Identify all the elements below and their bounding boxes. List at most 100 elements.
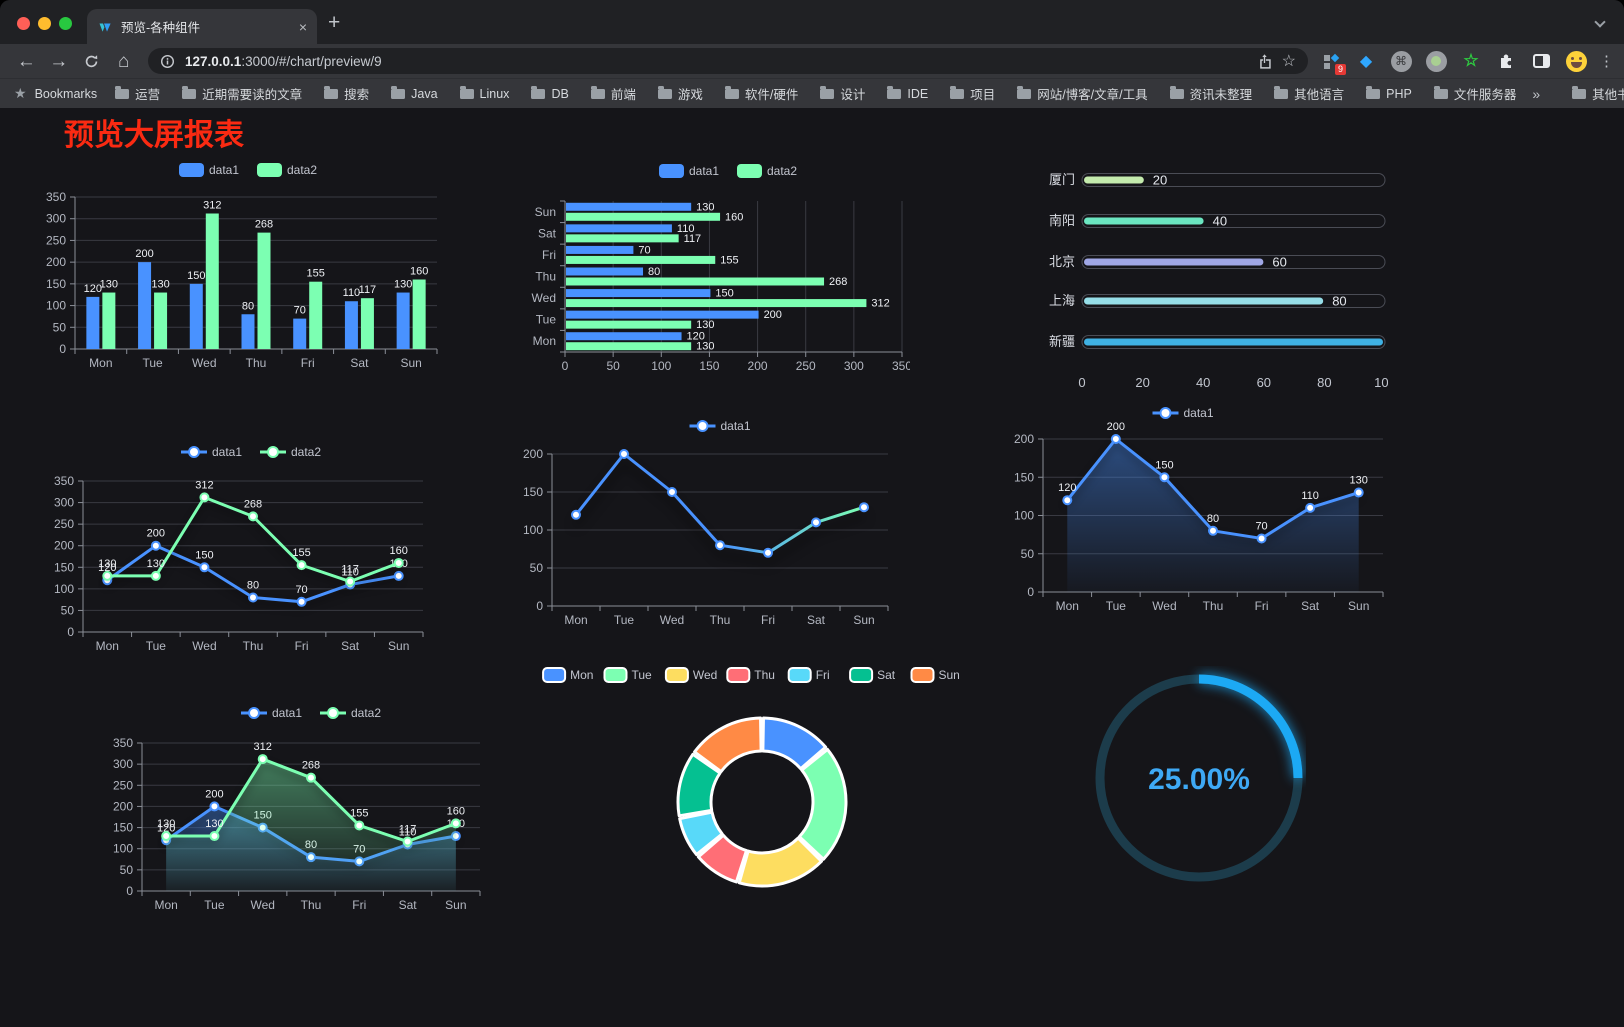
folder-icon: [657, 85, 672, 99]
pie-slice-Sat[interactable]: [676, 752, 722, 818]
pie-slice-Mon[interactable]: [761, 716, 828, 771]
bookmark-item[interactable]: 运营: [115, 84, 160, 103]
back-button[interactable]: ←: [16, 50, 36, 72]
reload-button[interactable]: [75, 52, 108, 71]
legend-item-Fri[interactable]: Fri: [787, 667, 830, 683]
svg-text:40: 40: [1213, 214, 1227, 229]
bookmark-star-icon[interactable]: ☆: [1281, 53, 1296, 70]
extension-dot-circle-icon[interactable]: [1425, 50, 1447, 72]
bookmark-item[interactable]: 游戏: [657, 84, 703, 103]
bookmark-item[interactable]: 近期需要读的文章: [182, 84, 302, 103]
svg-text:data1: data1: [212, 445, 242, 459]
extension-gem-icon[interactable]: ◆: [1359, 53, 1373, 70]
svg-text:155: 155: [292, 547, 310, 559]
svg-text:Sun: Sun: [939, 668, 960, 682]
bookmark-item[interactable]: DB: [531, 85, 569, 101]
legend-item-data2[interactable]: data2: [737, 164, 797, 178]
window-minimize-button[interactable]: [38, 17, 51, 30]
folder-icon: [459, 85, 474, 99]
bookmark-item[interactable]: 搜索: [324, 84, 369, 103]
puzzle-icon: [1501, 54, 1511, 68]
bookmark-item[interactable]: Java: [391, 85, 438, 101]
bookmark-item[interactable]: 软件/硬件: [724, 84, 798, 103]
svg-text:80: 80: [247, 579, 259, 591]
url-bar[interactable]: 127.0.0.1:3000/#/chart/preview/9 ☆: [148, 48, 1308, 74]
other-bookmarks[interactable]: 其他书签: [1572, 84, 1624, 103]
bookmark-item[interactable]: 其他语言: [1274, 84, 1344, 103]
chart-bar-vertical: 0 50 100 150 200 250 300 350 Mon Tue Wed Thu Fri Sat S…: [38, 155, 450, 377]
extension-grid-icon[interactable]: 9: [1320, 50, 1346, 75]
extension-green-star-icon[interactable]: ☆: [1463, 51, 1479, 70]
area-single-svg: 0 50 100 150 200 Mon Tue Wed Thu Fri Sat Sun 120 200 1…: [1014, 406, 1384, 613]
bookmarks-manager-link[interactable]: Bookmarks: [34, 86, 98, 101]
url-path: :3000/#/chart/preview/9: [241, 53, 382, 69]
bookmark-item[interactable]: Linux: [459, 85, 509, 101]
bookmark-item[interactable]: 设计: [820, 84, 865, 103]
legend-item-data2[interactable]: data2: [320, 706, 381, 720]
svg-text:80: 80: [1317, 375, 1331, 390]
legend-item-data1[interactable]: data1: [179, 163, 239, 177]
svg-text:新疆: 新疆: [1049, 334, 1075, 349]
svg-text:0: 0: [59, 342, 66, 356]
svg-text:312: 312: [203, 200, 221, 212]
svg-text:Thu: Thu: [301, 898, 322, 912]
legend-item-Tue[interactable]: Tue: [603, 667, 653, 683]
legend-item-Sat[interactable]: Sat: [849, 667, 896, 683]
svg-text:Wed: Wed: [532, 291, 556, 305]
svg-text:130: 130: [100, 279, 118, 291]
svg-text:150: 150: [523, 485, 543, 499]
site-info-icon[interactable]: [160, 54, 175, 69]
toolbar: ← → ⌂ 127.0.0.1:3000/#/chart/preview/9 ☆: [0, 44, 1624, 78]
legend-item-Thu[interactable]: Thu: [726, 667, 775, 683]
share-icon[interactable]: [1257, 52, 1272, 70]
window-zoom-button[interactable]: [59, 17, 72, 30]
legend-item-data1[interactable]: data1: [689, 419, 751, 433]
legend-item-data1[interactable]: data1: [241, 706, 302, 720]
side-panel-icon[interactable]: [1530, 50, 1552, 72]
bookmark-item[interactable]: 文件服务器: [1433, 84, 1516, 103]
browser-tab[interactable]: 预览-各种组件 ×: [87, 9, 317, 44]
svg-text:312: 312: [254, 741, 272, 753]
svg-text:data1: data1: [272, 706, 302, 720]
legend-item-data1[interactable]: data1: [181, 445, 242, 459]
home-button[interactable]: ⌂: [118, 50, 130, 72]
tab-search-chevron-icon[interactable]: [1594, 16, 1606, 28]
legend-item-Sun[interactable]: Sun: [910, 667, 960, 683]
pie-slice-Fri[interactable]: [678, 810, 724, 857]
tab-strip: 预览-各种组件 × +: [0, 0, 1624, 44]
bookmark-item[interactable]: 前端: [590, 84, 636, 103]
extension-command-icon[interactable]: ⌘: [1390, 50, 1412, 72]
svg-text:100: 100: [113, 842, 133, 856]
legend-item-data2[interactable]: data2: [260, 445, 321, 459]
new-tab-button[interactable]: +: [328, 11, 341, 34]
pie-slice-Wed[interactable]: [737, 836, 823, 888]
profile-avatar[interactable]: [1565, 50, 1587, 72]
svg-text:150: 150: [54, 560, 74, 574]
bookmark-item[interactable]: IDE: [887, 85, 928, 101]
svg-text:Wed: Wed: [192, 639, 216, 653]
bookmark-item[interactable]: PHP: [1366, 85, 1412, 101]
tab-close-icon[interactable]: ×: [298, 18, 307, 35]
legend-item-data2[interactable]: data2: [257, 163, 317, 177]
bookmark-item[interactable]: 网站/博客/文章/工具: [1017, 84, 1148, 103]
pie-slice-Sun[interactable]: [693, 716, 763, 774]
svg-text:Thu: Thu: [1203, 599, 1224, 613]
svg-text:100: 100: [54, 582, 74, 596]
legend-item-Mon[interactable]: Mon: [542, 667, 593, 683]
legend-item-Wed[interactable]: Wed: [664, 667, 717, 683]
chart-area-dual: 0 50 100 150 200 250 300 350 Mon Tue Wed Thu Fri Sat S…: [100, 700, 485, 915]
svg-text:130: 130: [98, 558, 116, 570]
svg-text:Mon: Mon: [533, 334, 556, 348]
bookmark-item[interactable]: 资讯未整理: [1169, 84, 1252, 103]
forward-button[interactable]: →: [49, 50, 69, 72]
legend-item-data1[interactable]: data1: [659, 164, 719, 178]
pie-slice-Thu[interactable]: [696, 833, 748, 884]
legend-item-data1[interactable]: data1: [1152, 406, 1214, 420]
bookmarks-overflow-chevron[interactable]: »: [1532, 85, 1541, 102]
pie-slice-Tue[interactable]: [797, 747, 848, 861]
window-close-button[interactable]: [17, 17, 30, 30]
extensions-puzzle-icon[interactable]: [1495, 50, 1517, 72]
bookmark-item[interactable]: 项目: [950, 84, 995, 103]
menu-kebab-icon[interactable]: ⋮: [1599, 53, 1614, 70]
